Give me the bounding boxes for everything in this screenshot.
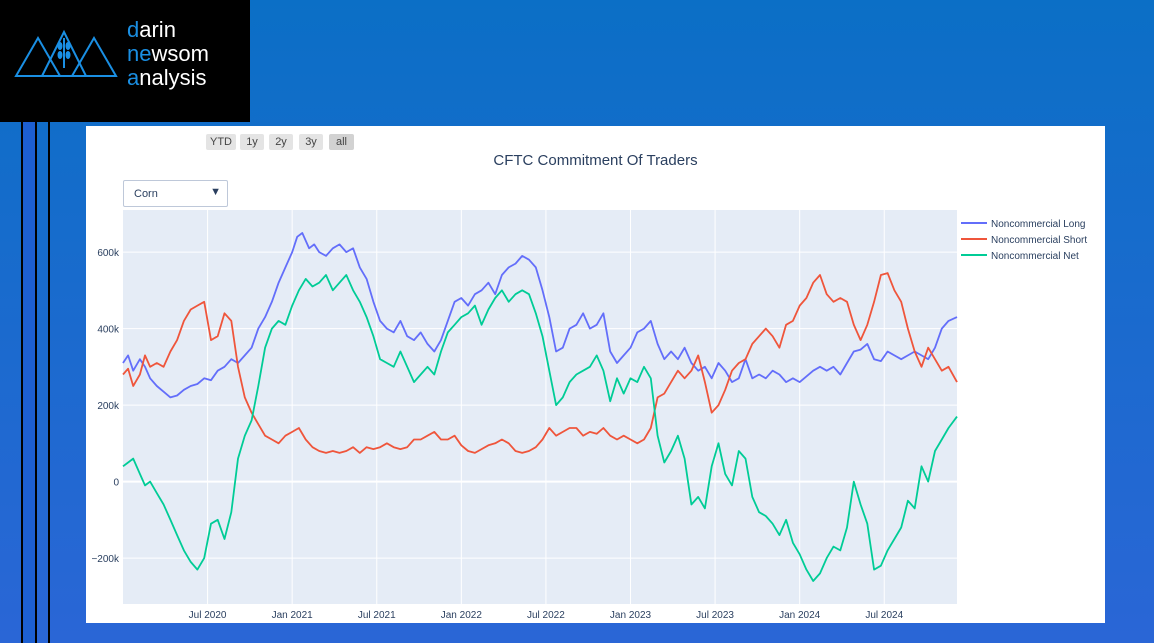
divider-line [23,122,35,643]
x-tick-label: Jul 2022 [527,610,565,621]
x-tick-label: Jan 2023 [610,610,652,621]
y-axis: −200k 0 200k 400k 600k [91,248,120,565]
chart-title: CFTC Commitment Of Traders [493,152,698,169]
divider-line [48,122,50,643]
commodity-select-value: Corn [134,188,158,200]
y-tick-label: 400k [97,325,120,336]
commodity-select[interactable]: Corn ▼ [123,180,228,207]
range-1y-button[interactable]: 1y [240,134,264,150]
x-axis: Jul 2020 Jan 2021 Jul 2021 Jan 2022 Jul 2022… [189,610,904,621]
range-3y-button[interactable]: 3y [299,134,323,150]
legend-item-short: Noncommercial Short [991,235,1087,246]
net-series-line [122,274,958,582]
y-tick-label: 0 [113,478,119,489]
y-tick-label: 200k [97,401,120,412]
x-tick-label: Jan 2024 [779,610,821,621]
x-tick-label: Jan 2021 [272,610,314,621]
long-series-line [122,232,958,399]
x-tick-label: Jul 2020 [189,610,227,621]
plot-area [123,210,957,604]
mountain-logo-icon [14,29,118,77]
divider-line [35,122,37,643]
x-tick-label: Jul 2021 [358,610,396,621]
divider-line [21,122,23,643]
short-series-line [122,272,958,454]
legend: Noncommercial Long Noncommercial Short Non… [961,219,1087,262]
legend-item-long: Noncommercial Long [991,219,1086,230]
caret-down-icon: ▼ [210,186,221,198]
y-tick-label: 600k [97,248,120,259]
y-tick-label: −200k [91,554,120,565]
chart-panel: YTD 1y 2y 3y all CFTC Commitment Of Trad… [86,126,1105,623]
legend-item-net: Noncommercial Net [991,251,1079,262]
x-tick-label: Jan 2022 [441,610,483,621]
x-tick-label: Jul 2023 [696,610,734,621]
grid [123,210,957,604]
range-2y-button[interactable]: 2y [269,134,293,150]
logo-box: darin newsom analysis [0,0,250,122]
range-all-button[interactable]: all [329,134,354,150]
range-ytd-button[interactable]: YTD [206,134,236,150]
series-lines [122,232,958,582]
x-tick-label: Jul 2024 [865,610,903,621]
brand-name: darin newsom analysis [127,17,209,90]
